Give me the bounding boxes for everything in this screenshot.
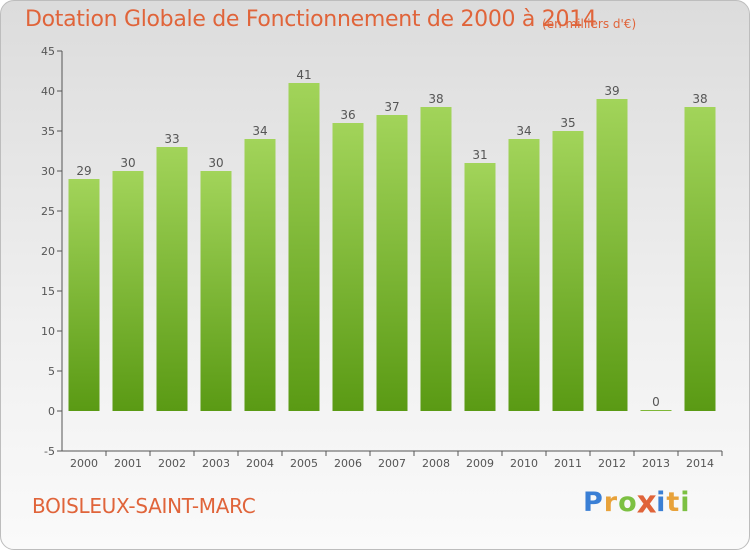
x-tick-label-2013: 2013: [642, 457, 670, 470]
logo-letter: x: [636, 484, 658, 521]
commune-name: BOISLEUX-SAINT-MARC: [32, 494, 256, 518]
y-tick-label: 40: [41, 85, 55, 98]
bar-2007: [376, 115, 408, 411]
x-tick-label-2002: 2002: [158, 457, 186, 470]
bar-2011: [552, 131, 584, 411]
value-label-2007: 37: [384, 100, 399, 114]
x-tick-label-2001: 2001: [114, 457, 142, 470]
x-tick-label-2005: 2005: [290, 457, 318, 470]
value-label-2001: 30: [120, 156, 135, 170]
y-tick-label: -5: [44, 445, 55, 458]
y-tick-label: 35: [41, 125, 55, 138]
value-label-2011: 35: [560, 116, 575, 130]
x-tick-label-2012: 2012: [598, 457, 626, 470]
x-tick-label-2008: 2008: [422, 457, 450, 470]
logo-letter: o: [618, 487, 638, 518]
value-label-2003: 30: [208, 156, 223, 170]
x-tick-label-2009: 2009: [466, 457, 494, 470]
logo-letter: i: [656, 487, 667, 518]
x-tick-label-2014: 2014: [686, 457, 714, 470]
value-label-2009: 31: [472, 148, 487, 162]
bar-2014: [684, 107, 716, 411]
value-label-2008: 38: [428, 92, 443, 106]
value-label-2002: 33: [164, 132, 179, 146]
x-tick-label-2006: 2006: [334, 457, 362, 470]
y-tick-label: 10: [41, 325, 55, 338]
value-label-2005: 41: [296, 68, 311, 82]
logo-letter: t: [666, 487, 681, 518]
y-tick-label: 30: [41, 165, 55, 178]
x-tick-label-2011: 2011: [554, 457, 582, 470]
value-label-2012: 39: [604, 84, 619, 98]
value-label-2013: 0: [652, 395, 660, 409]
value-label-2010: 34: [516, 124, 531, 138]
bar-2010: [508, 139, 540, 411]
x-tick-label-2007: 2007: [378, 457, 406, 470]
bar-2005: [288, 83, 320, 411]
bar-2006: [332, 123, 364, 411]
bar-2003: [200, 171, 232, 411]
bar-2001: [112, 171, 144, 411]
logo-letter: i: [680, 487, 691, 518]
y-tick-label: 15: [41, 285, 55, 298]
bar-2012: [596, 99, 628, 411]
chart-unit: (en milliers d'€): [542, 17, 637, 31]
y-tick-label: 45: [41, 45, 55, 58]
chart-title: Dotation Globale de Fonctionnement de 20…: [25, 7, 597, 32]
value-label-2006: 36: [340, 108, 355, 122]
bar-2013: [640, 410, 672, 411]
logo-letter: P: [583, 487, 604, 518]
y-tick-label: 25: [41, 205, 55, 218]
bar-2002: [156, 147, 188, 411]
logo-letter: r: [603, 487, 619, 518]
bar-2004: [244, 139, 276, 411]
y-tick-label: 0: [48, 405, 55, 418]
value-label-2014: 38: [692, 92, 707, 106]
x-tick-label-2004: 2004: [246, 457, 274, 470]
proxiti-logo[interactable]: Proxiti: [583, 484, 691, 521]
bar-2000: [68, 179, 100, 411]
x-tick-label-2000: 2000: [70, 457, 98, 470]
y-tick-label: 20: [41, 245, 55, 258]
x-tick-label-2010: 2010: [510, 457, 538, 470]
value-label-2000: 29: [76, 164, 91, 178]
x-tick-label-2003: 2003: [202, 457, 230, 470]
bar-2008: [420, 107, 452, 411]
y-tick-label: 5: [48, 365, 55, 378]
value-label-2004: 34: [252, 124, 267, 138]
bar-2009: [464, 163, 496, 411]
